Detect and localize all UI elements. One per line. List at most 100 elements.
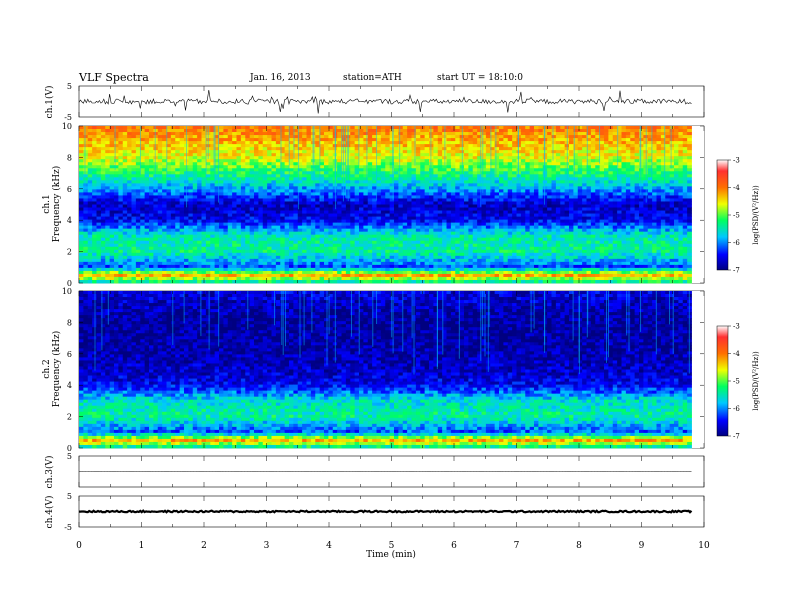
spectrogram-cell	[512, 141, 517, 145]
spectrogram-cell	[197, 150, 202, 154]
spectrogram-cell	[236, 156, 242, 160]
spectrogram-cell	[170, 186, 176, 190]
spectrogram-cell	[127, 177, 132, 181]
spectrogram-cell	[490, 213, 496, 217]
spectrogram-cell	[214, 165, 220, 169]
spectrogram-cell	[380, 150, 386, 154]
spectrogram-cell	[319, 162, 325, 166]
spectrogram-cell	[192, 180, 198, 184]
spectrogram-cell	[214, 201, 220, 205]
spectrogram-cell	[188, 159, 194, 163]
spectrogram-cell	[411, 135, 417, 139]
spectrogram-cell	[359, 159, 364, 163]
spectrogram-cell	[118, 207, 124, 211]
spectrogram-cell	[175, 168, 181, 172]
spectrogram-cell	[481, 135, 487, 139]
spectrogram-cell	[582, 228, 587, 233]
spectrogram-cell	[652, 138, 657, 142]
spectrogram-cell	[608, 186, 614, 190]
spectrogram-cell	[494, 189, 500, 193]
spectrogram-cell	[656, 156, 662, 160]
spectrogram-cell	[324, 129, 329, 133]
spectrogram-cell	[192, 219, 198, 224]
spectrogram-cell	[643, 213, 649, 217]
spectrogram-cell	[240, 129, 246, 133]
spectrogram-cell	[494, 192, 500, 196]
spectrogram-cell	[472, 156, 478, 160]
spectrogram-cell	[267, 180, 272, 184]
spectrogram-cell	[223, 135, 229, 139]
spectrogram-cell	[687, 225, 692, 230]
spectrogram-cell	[599, 132, 605, 136]
spectrogram-cell	[595, 162, 601, 166]
spectrogram-cell	[394, 183, 399, 187]
spectrogram-cell	[494, 126, 500, 130]
spectrogram-cell	[149, 126, 154, 130]
spectrogram-cell	[188, 174, 194, 178]
spectrogram-cell	[385, 138, 391, 142]
spectrogram-cell	[254, 141, 259, 145]
spectrogram-cell	[105, 159, 111, 163]
spectrogram-cell	[682, 135, 688, 139]
spectrogram-cell	[577, 159, 583, 163]
spectrogram-cell	[197, 174, 202, 178]
spectrogram-cell	[617, 153, 622, 157]
spectrogram-cell	[512, 144, 517, 148]
spectrogram-cell	[477, 168, 482, 172]
spectrogram-cell	[394, 129, 399, 133]
spectrogram-cell	[170, 189, 176, 193]
spectrogram-cell	[341, 204, 347, 208]
spectrogram-cell	[367, 219, 373, 224]
spectrogram-cell	[214, 150, 220, 154]
spectrogram-cell	[258, 177, 264, 181]
spectrogram-cell	[245, 216, 251, 220]
spectrogram-cell	[105, 204, 111, 208]
spectrogram-cell	[468, 183, 474, 187]
spectrogram-cell	[341, 159, 347, 163]
spectrogram-cell	[503, 198, 509, 202]
spectrogram-cell	[599, 195, 605, 199]
spectrogram-cell	[503, 147, 509, 151]
spectrogram-cell	[380, 192, 386, 196]
spectrogram-cell	[341, 141, 347, 145]
spectrogram-cell	[219, 138, 224, 142]
spectrogram-cell	[118, 153, 124, 157]
spectrogram-cell	[503, 129, 509, 133]
spectrogram-cell	[617, 198, 622, 202]
spectrogram-cell	[380, 219, 386, 224]
spectrogram-cell	[490, 195, 496, 199]
spectrogram-cell	[267, 126, 272, 130]
spectrogram-cell	[656, 144, 662, 148]
spectrogram-cell	[227, 150, 233, 154]
spectrogram-cell	[105, 186, 111, 190]
spectrogram-cell	[267, 141, 272, 145]
spectrogram-cell	[275, 183, 281, 187]
spectrogram-cell	[485, 174, 491, 178]
spectrogram-cell	[157, 147, 163, 151]
spectrogram-cell	[490, 189, 496, 193]
spectrogram-cell	[245, 225, 251, 230]
spectrogram-cell	[153, 225, 159, 230]
spectrogram-cell	[450, 141, 456, 145]
spectrogram-cell	[341, 135, 347, 139]
spectrogram-cell	[582, 216, 587, 220]
spectrogram-cell	[608, 180, 614, 184]
spectrogram-cell	[140, 126, 146, 130]
spectrogram-cell	[468, 228, 474, 233]
spectrogram-cell	[529, 147, 535, 151]
spectrogram-cell	[92, 204, 97, 208]
spectrogram-cell	[507, 147, 513, 151]
spectrogram-cell	[380, 213, 386, 217]
spectrogram-cell	[240, 156, 246, 160]
spectrogram-cell	[420, 129, 426, 133]
spectrogram-cell	[617, 168, 622, 172]
spectrogram-cell	[520, 147, 526, 151]
spectrogram-cell	[83, 129, 89, 133]
spectrogram-cell	[372, 129, 377, 133]
spectrogram-cell	[118, 141, 124, 145]
spectrogram-cell	[166, 183, 172, 187]
spectrogram-cell	[289, 216, 294, 220]
spectrogram-cell	[380, 147, 386, 151]
spectrogram-cell	[131, 162, 137, 166]
spectrogram-cell	[363, 222, 369, 227]
